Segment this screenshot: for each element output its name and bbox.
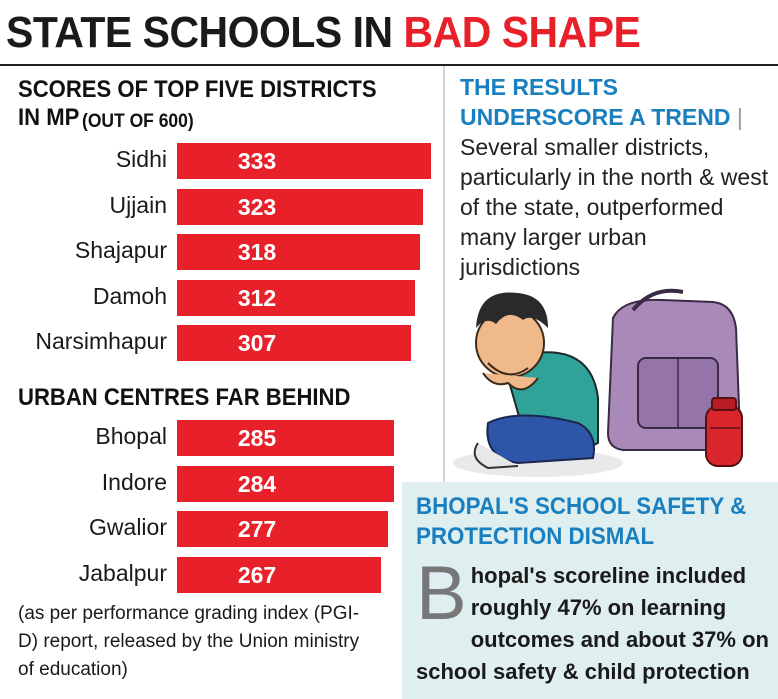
chart1-title-text: SCORES OF TOP FIVE DISTRICTS IN MP: [18, 76, 377, 131]
safety-body-text: hopal's scoreline included roughly 47% o…: [416, 563, 769, 684]
footnote: (as per performance grading index (PGI-D…: [18, 603, 360, 680]
headline-part2: BAD SHAPE: [403, 8, 641, 57]
chart1-title: SCORES OF TOP FIVE DISTRICTS IN MP: [18, 76, 386, 132]
safety-body: B hopal's scoreline included roughly 47%…: [416, 551, 776, 688]
bar-label-jabalpur: Jabalpur: [78, 559, 167, 586]
bar-jabalpur: [177, 556, 381, 593]
bar-sidhi: [177, 143, 431, 179]
bar-label-bhopal: Bhopal: [95, 423, 167, 449]
panel-divider: [443, 66, 445, 486]
bar-damoh: [177, 279, 415, 316]
trend-lead: THE RESULTS UNDERSCORE A TREND: [460, 74, 731, 130]
bar-label-gwalior: Gwalior: [89, 514, 167, 540]
bar-narsimhapur: [177, 325, 412, 361]
bar-value-gwalior: 277: [237, 516, 277, 542]
chart1-subtitle: (OUT OF 600): [82, 111, 194, 132]
bar-label-shajapur: Shajapur: [74, 237, 167, 263]
headline-part1: STATE SCHOOLS IN: [6, 8, 393, 57]
water-bottle-icon: [705, 397, 743, 467]
bar-value-shajapur: 318: [237, 239, 277, 265]
bar-label-indore: Indore: [101, 468, 167, 495]
bar-value-sidhi: 333: [237, 148, 277, 174]
bar-value-jabalpur: 267: [237, 561, 277, 588]
safety-panel: [402, 482, 778, 699]
chart2-title: URBAN CENTRES FAR BEHIND: [18, 384, 351, 411]
bar-shajapur: [177, 234, 420, 270]
bar-label-narsimhapur: Narsimhapur: [35, 328, 167, 354]
headline: STATE SCHOOLS IN BAD SHAPE: [6, 4, 720, 62]
bar-label-sidhi: Sidhi: [115, 146, 167, 172]
sad-student-illustration: [453, 288, 743, 477]
headline-rule: [0, 64, 778, 66]
trend-text: THE RESULTS UNDERSCORE A TREND | Several…: [460, 72, 772, 282]
bar-label-ujjain: Ujjain: [109, 191, 167, 218]
bar-gwalior: [177, 511, 389, 547]
chart1-subtitle-wrap: (OUT OF 600): [82, 106, 194, 136]
safety-dropcap: B: [416, 551, 467, 636]
bar-value-ujjain: 323: [237, 193, 277, 220]
bar-value-narsimhapur: 307: [237, 330, 277, 356]
bar-value-bhopal: 285: [237, 425, 277, 451]
bar-value-damoh: 312: [237, 284, 277, 311]
trend-separator: |: [736, 104, 743, 130]
bar-label-damoh: Damoh: [92, 282, 167, 309]
trend-body: Several smaller districts, particularly …: [460, 134, 769, 280]
bar-indore: [177, 465, 394, 502]
bar-bhopal: [177, 420, 395, 456]
bar-value-indore: 284: [237, 470, 277, 497]
bar-ujjain: [177, 188, 424, 225]
safety-title: BHOPAL'S SCHOOL SAFETY & PROTECTION DISM…: [416, 493, 747, 550]
student-figure: [453, 292, 623, 477]
